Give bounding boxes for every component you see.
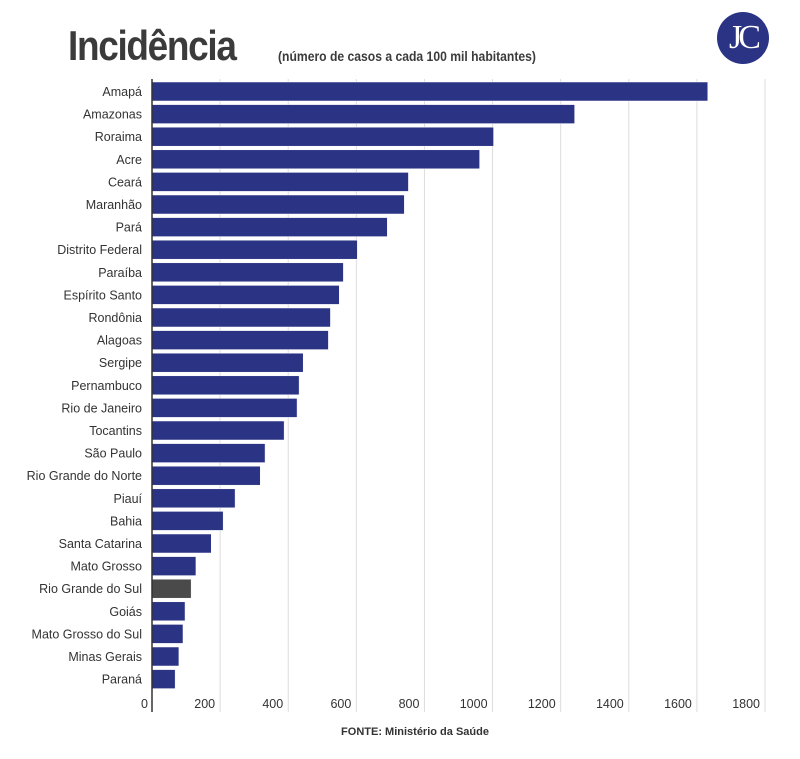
bar-paraíba — [151, 262, 344, 283]
category-label: Santa Catarina — [59, 537, 142, 551]
bar-amapá — [151, 81, 709, 102]
category-label: Ceará — [108, 175, 142, 189]
chart-title: Incidência — [68, 22, 237, 69]
category-label: Amazonas — [83, 108, 142, 122]
bar-amazonas — [151, 104, 575, 124]
category-label: Distrito Federal — [57, 243, 142, 257]
bar-tocantins — [151, 420, 285, 441]
category-label: São Paulo — [84, 447, 142, 461]
bar-alagoas — [151, 330, 329, 350]
category-label: Goiás — [109, 605, 142, 619]
bar-maranhão — [151, 194, 405, 215]
bar-santa-catarina — [151, 533, 212, 554]
bar-mato-grosso-do-sul — [151, 624, 184, 644]
source-note: FONTE: Ministério da Saúde — [341, 726, 489, 738]
chart-subtitle: (número de casos a cada 100 mil habitant… — [278, 49, 536, 64]
x-tick-label: 0 — [141, 697, 148, 711]
category-label: Sergipe — [99, 356, 142, 370]
category-label: Rondônia — [88, 311, 142, 325]
category-label: Acre — [116, 153, 142, 167]
bar-pernambuco — [151, 375, 300, 396]
bar-sergipe — [151, 352, 304, 373]
bar-rio-grande-do-sul — [151, 578, 192, 599]
x-tick-label: 1400 — [596, 697, 624, 711]
category-label: Mato Grosso do Sul — [32, 627, 142, 641]
category-label: Roraima — [95, 130, 142, 144]
category-label: Alagoas — [97, 334, 142, 348]
category-label: Rio Grande do Norte — [27, 469, 142, 483]
x-tick-label: 600 — [330, 697, 351, 711]
x-tick-label: 800 — [399, 697, 420, 711]
category-label: Piauí — [114, 492, 143, 506]
bar-piauí — [151, 488, 236, 509]
category-label: Mato Grosso — [70, 560, 142, 574]
category-label: Rio de Janeiro — [61, 401, 142, 415]
bar-bahia — [151, 511, 224, 531]
bar-rio-de-janeiro — [151, 398, 298, 418]
category-label: Pará — [116, 221, 142, 235]
bar-ceará — [151, 172, 409, 192]
category-label: Minas Gerais — [68, 650, 142, 664]
x-tick-label: 1800 — [732, 697, 760, 711]
bar-rondônia — [151, 307, 331, 328]
bar-acre — [151, 149, 480, 170]
category-label: Paraná — [102, 673, 142, 687]
bar-minas-gerais — [151, 646, 180, 667]
bar-paraná — [151, 669, 176, 689]
x-tick-label: 1200 — [528, 697, 556, 711]
bar-espírito-santo — [151, 285, 340, 305]
category-label: Paraíba — [98, 266, 142, 280]
bar-rio-grande-do-norte — [151, 465, 261, 486]
category-label: Maranhão — [86, 198, 142, 212]
category-label: Amapá — [102, 85, 142, 99]
category-label: Bahia — [110, 514, 142, 528]
x-tick-label: 1000 — [460, 697, 488, 711]
bar-pará — [151, 217, 388, 237]
category-label: Rio Grande do Sul — [39, 582, 142, 596]
category-label: Espírito Santo — [63, 288, 142, 302]
bar-mato-grosso — [151, 556, 197, 576]
category-label: Pernambuco — [71, 379, 142, 393]
x-tick-label: 400 — [262, 697, 283, 711]
bar-são-paulo — [151, 443, 266, 463]
bar-roraima — [151, 126, 494, 147]
bar-distrito-federal — [151, 239, 358, 260]
jc-logo: JC — [717, 12, 769, 64]
category-label: Tocantins — [89, 424, 142, 438]
x-tick-label: 1600 — [664, 697, 692, 711]
bar-goiás — [151, 601, 186, 622]
x-tick-label: 200 — [194, 697, 215, 711]
